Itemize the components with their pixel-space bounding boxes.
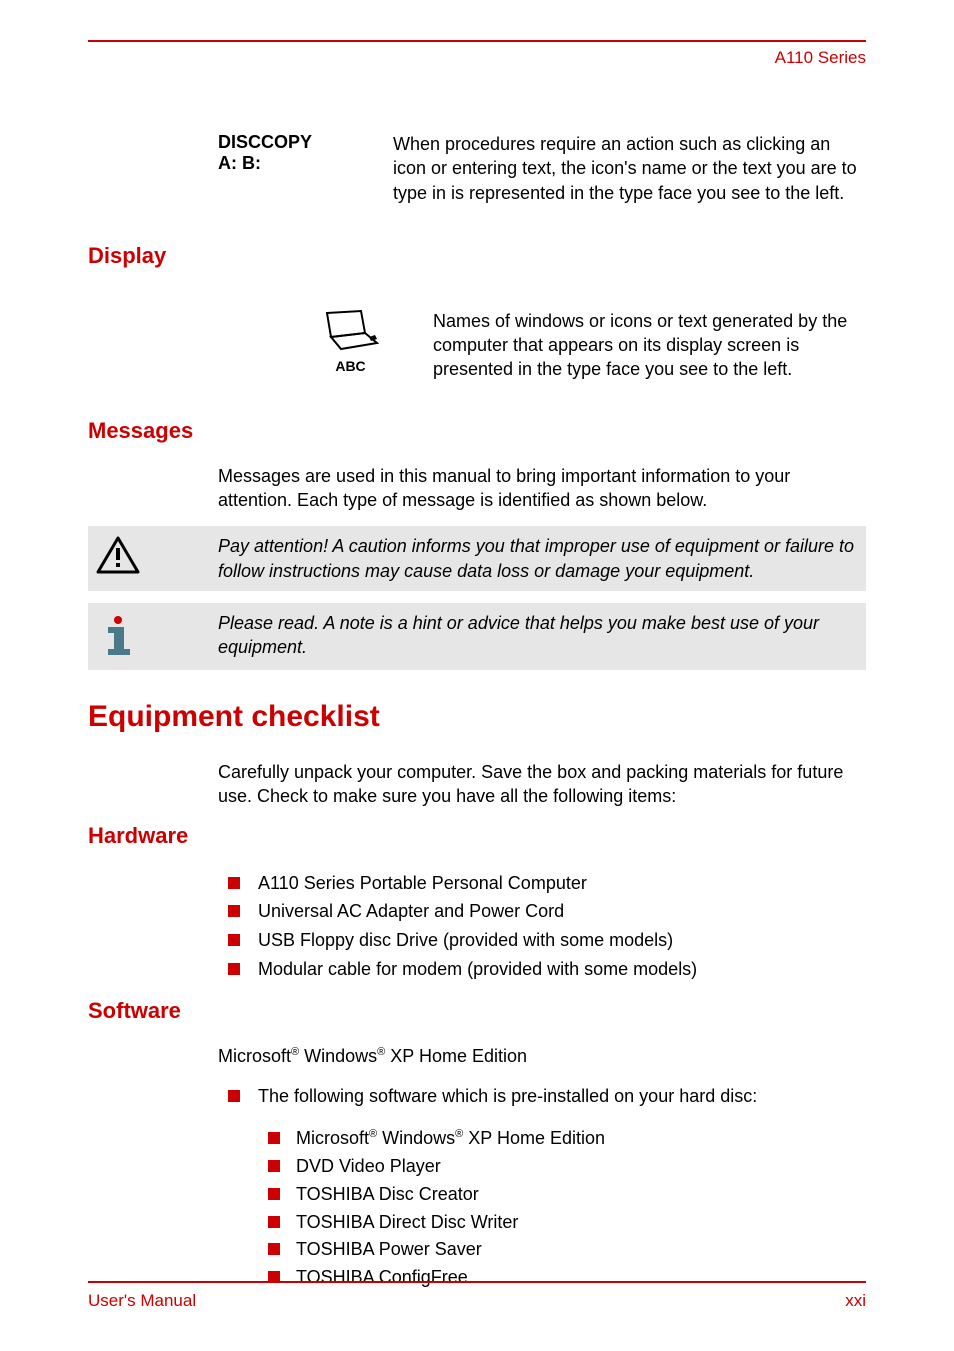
caution-text: Pay attention! A caution informs you tha… [148, 534, 854, 583]
abc-label: ABC [268, 358, 433, 374]
info-icon [88, 611, 148, 662]
footer-left: User's Manual [88, 1291, 196, 1311]
list-item: Modular cable for modem (provided with s… [228, 955, 866, 984]
list-item: TOSHIBA Power Saver [268, 1236, 866, 1264]
footer: User's Manual xxi [88, 1281, 866, 1311]
software-nested-list: Microsoft® Windows® XP Home Edition DVD … [268, 1125, 866, 1292]
list-item: TOSHIBA Direct Disc Writer [268, 1209, 866, 1237]
checklist-intro: Carefully unpack your computer. Save the… [218, 760, 866, 809]
sw-item-suffix: XP Home Edition [463, 1128, 605, 1148]
note-text: Please read. A note is a hint or advice … [148, 611, 854, 660]
messages-intro: Messages are used in this manual to brin… [218, 464, 866, 513]
laptop-icon: ABC [88, 309, 433, 374]
warning-icon [88, 534, 148, 581]
footer-right: xxi [845, 1291, 866, 1311]
software-heading: Software [88, 998, 866, 1024]
definition-term: DISCCOPY A: B: [88, 132, 303, 205]
hardware-heading: Hardware [88, 823, 866, 849]
list-item: The following software which is pre-inst… [228, 1082, 866, 1111]
list-item: Microsoft® Windows® XP Home Edition [268, 1125, 866, 1153]
hardware-list: A110 Series Portable Personal Computer U… [228, 869, 866, 984]
list-item: USB Floppy disc Drive (provided with som… [228, 926, 866, 955]
note-callout: Please read. A note is a hint or advice … [88, 603, 866, 670]
software-list: The following software which is pre-inst… [228, 1082, 866, 1111]
display-heading: Display [88, 243, 866, 269]
sw-item-prefix: Microsoft [296, 1128, 369, 1148]
definition-description: When procedures require an action such a… [303, 132, 866, 205]
registered-mark: ® [369, 1128, 377, 1140]
display-row: ABC Names of windows or icons or text ge… [88, 289, 866, 382]
software-intro-prefix: Microsoft [218, 1046, 291, 1066]
list-item: Universal AC Adapter and Power Cord [228, 897, 866, 926]
footer-rule [88, 1281, 866, 1283]
software-intro: Microsoft® Windows® XP Home Edition [218, 1044, 866, 1068]
header-rule [88, 40, 866, 42]
registered-mark: ® [291, 1046, 299, 1058]
list-item: A110 Series Portable Personal Computer [228, 869, 866, 898]
definition-row: DISCCOPY A: B: When procedures require a… [88, 132, 866, 205]
display-description: Names of windows or icons or text genera… [433, 309, 866, 382]
software-intro-suffix: XP Home Edition [385, 1046, 527, 1066]
caution-callout: Pay attention! A caution informs you tha… [88, 526, 866, 591]
checklist-heading: Equipment checklist [88, 700, 866, 734]
header-series: A110 Series [88, 48, 866, 68]
sw-item-mid: Windows [377, 1128, 455, 1148]
messages-heading: Messages [88, 418, 866, 444]
list-item: DVD Video Player [268, 1153, 866, 1181]
software-intro-mid: Windows [299, 1046, 377, 1066]
list-item: TOSHIBA Disc Creator [268, 1181, 866, 1209]
